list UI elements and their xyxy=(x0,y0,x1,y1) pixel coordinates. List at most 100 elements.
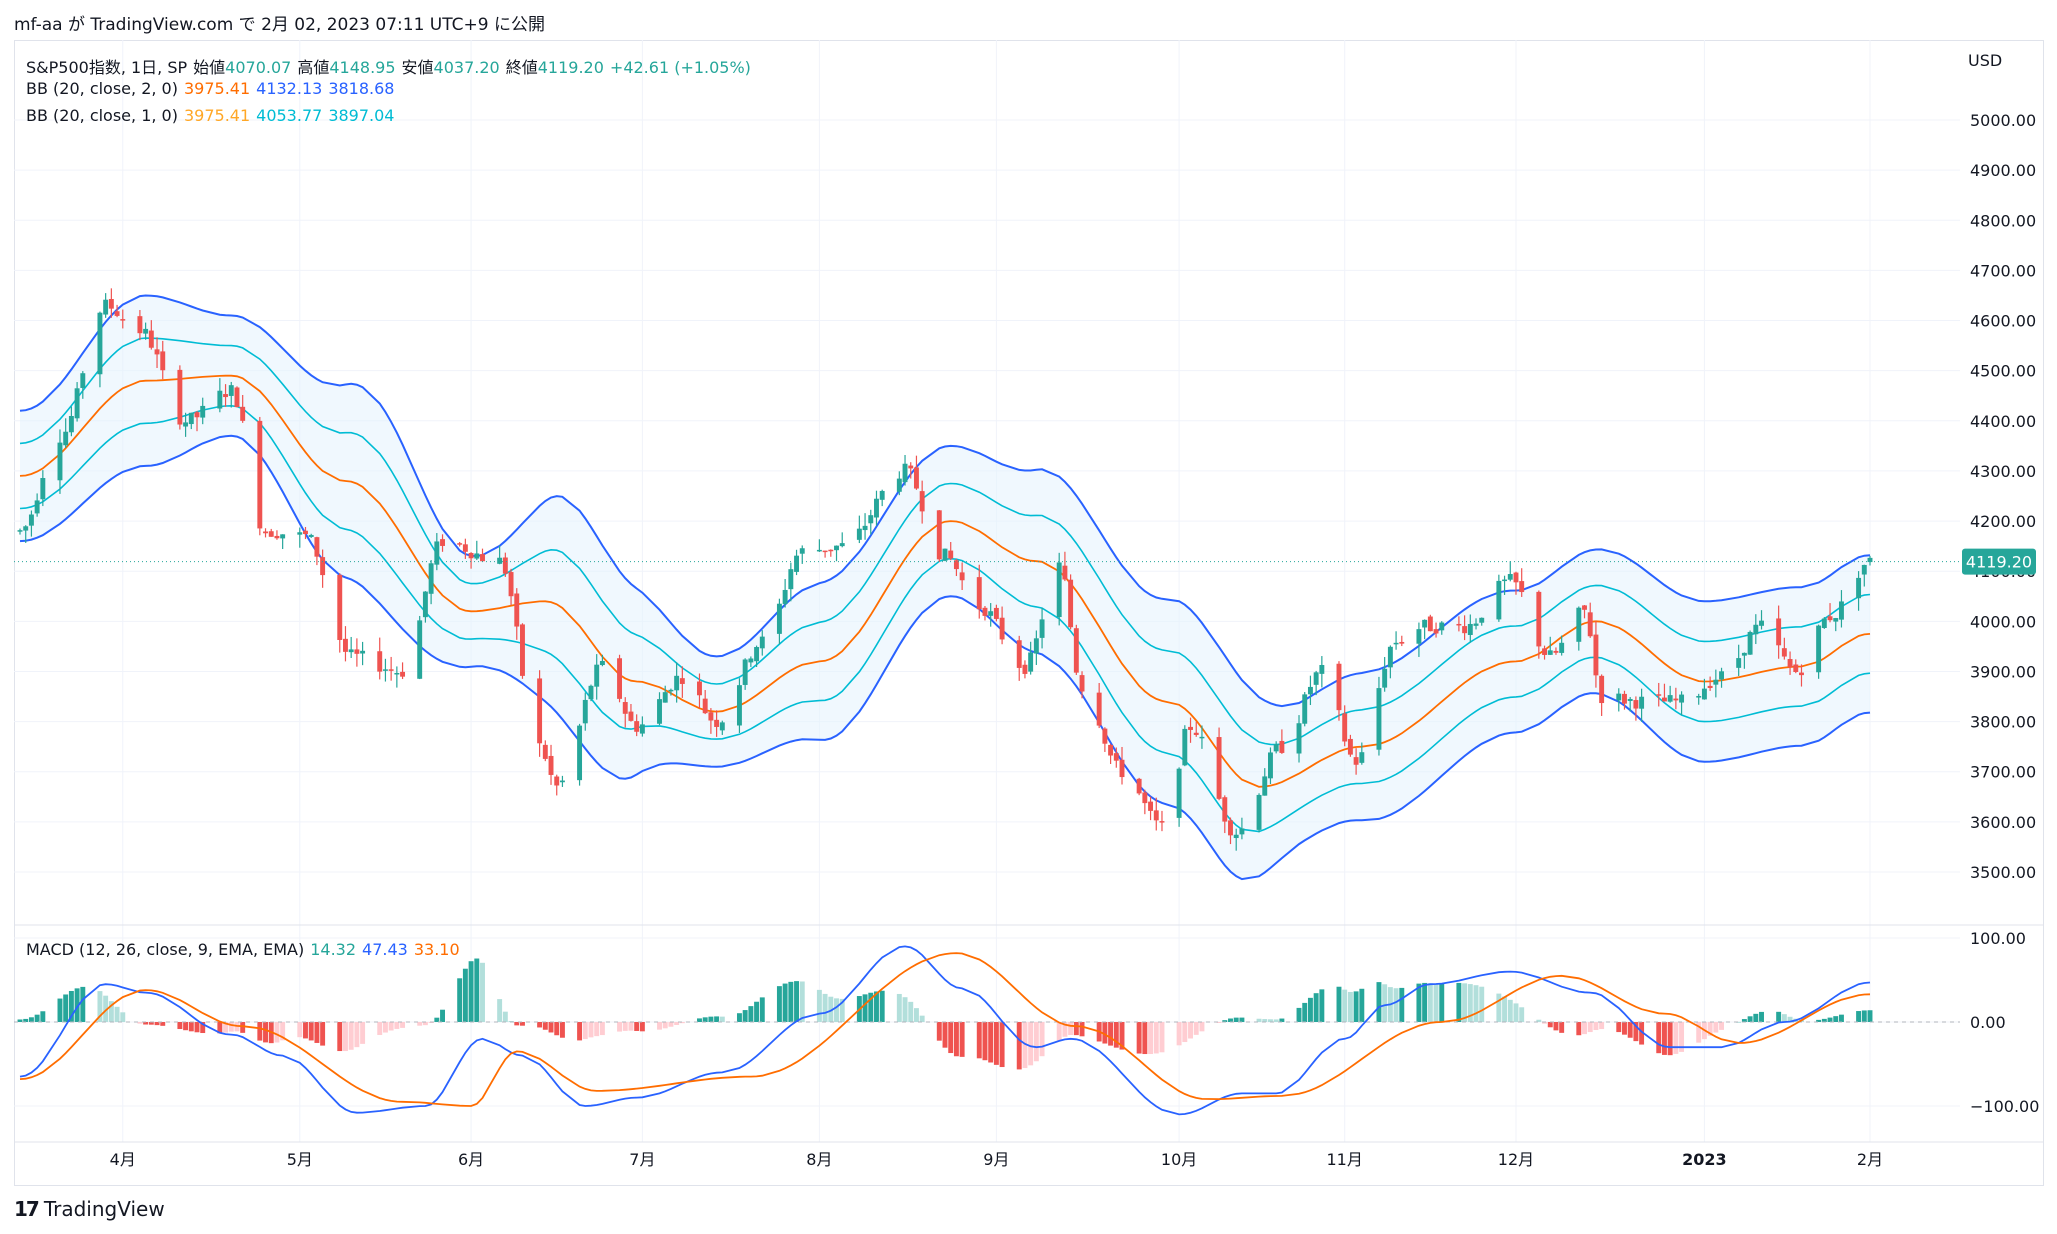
macd-histogram-bar xyxy=(1833,1016,1839,1022)
candle-body xyxy=(1867,557,1873,563)
candle-body xyxy=(1188,726,1193,730)
x-tick-label: 2月 xyxy=(1857,1150,1883,1169)
candle-body xyxy=(268,531,274,537)
macd-histogram-bar xyxy=(1273,1019,1279,1022)
macd-histogram-bar xyxy=(377,1022,383,1035)
x-tick-label: 7月 xyxy=(629,1150,655,1169)
candle-body xyxy=(497,557,503,564)
macd-histogram-bar xyxy=(959,1022,965,1057)
candle-body xyxy=(68,415,74,433)
candle-body xyxy=(634,721,640,732)
macd-histogram-bar xyxy=(742,1010,748,1022)
macd-histogram-bar xyxy=(1616,1022,1622,1033)
candle-body xyxy=(748,658,754,663)
macd-line xyxy=(19,945,1871,1116)
macd-histogram-bar xyxy=(839,998,845,1022)
tradingview-logo[interactable]: 17 TradingView xyxy=(14,1197,165,1221)
candle-body xyxy=(714,719,720,727)
macd-histogram-bar xyxy=(577,1022,583,1041)
macd-histogram-bar xyxy=(1028,1022,1034,1066)
candle-body xyxy=(662,692,668,703)
macd-histogram-bar xyxy=(508,1020,514,1022)
macd-histogram-bar xyxy=(1347,991,1353,1022)
candle-body xyxy=(108,298,114,309)
candle-body xyxy=(1439,622,1445,631)
y-tick-label: 4200.00 xyxy=(1970,512,2036,531)
macd-histogram-bar xyxy=(1639,1022,1645,1045)
macd-histogram-bar xyxy=(63,994,69,1022)
macd-histogram-bar xyxy=(537,1022,543,1028)
candle-body xyxy=(1582,605,1587,610)
candle-body xyxy=(537,678,543,744)
candle-body xyxy=(1273,744,1279,752)
y-tick-label: 5000.00 xyxy=(1970,111,2036,130)
macd-histogram-bar xyxy=(1759,1011,1764,1022)
macd-histogram-bar xyxy=(1268,1019,1273,1022)
macd-histogram-bar xyxy=(1199,1022,1205,1032)
macd-histogram-bar xyxy=(223,1022,229,1033)
candle-body xyxy=(1701,688,1707,700)
y-tick-label: 4400.00 xyxy=(1970,412,2036,431)
macd-histogram-bar xyxy=(634,1022,640,1031)
candle-body xyxy=(1199,736,1205,739)
macd-histogram-bar xyxy=(1679,1022,1685,1052)
candle-body xyxy=(394,672,400,675)
candle-body xyxy=(1268,752,1273,779)
legend-high-label: 高値 xyxy=(297,58,330,77)
candle-body xyxy=(1542,648,1547,655)
macd-histogram-bar xyxy=(497,999,503,1022)
macd-histogram-bar xyxy=(794,981,800,1022)
x-tick-label: 4月 xyxy=(110,1150,136,1169)
bb-basis xyxy=(19,374,1871,788)
candle-body xyxy=(828,549,834,552)
candle-body xyxy=(308,534,314,537)
candle-body xyxy=(188,412,194,425)
macd-histogram-bar xyxy=(188,1022,194,1032)
candle-body xyxy=(1713,679,1719,685)
candle-body xyxy=(434,541,440,565)
candle-body xyxy=(1028,652,1034,672)
candle-body xyxy=(1821,618,1827,629)
candle-body xyxy=(1359,752,1365,763)
macd-histogram-bar xyxy=(462,968,468,1022)
macd-histogram-bar xyxy=(1136,1022,1142,1054)
macd-histogram-bar xyxy=(1696,1022,1702,1043)
macd-histogram-bar xyxy=(434,1017,440,1022)
candle-body xyxy=(428,563,434,594)
macd-histogram-bar xyxy=(1502,996,1508,1022)
candle-body xyxy=(422,591,428,618)
candle-body xyxy=(1799,672,1804,676)
macd-histogram-bar xyxy=(1593,1022,1599,1031)
candle-body xyxy=(622,702,628,714)
candle-body xyxy=(856,528,862,540)
candle-body xyxy=(1838,601,1844,620)
macd-histogram-bar xyxy=(1193,1022,1199,1035)
macd-y-tick-label: 0.00 xyxy=(1970,1013,2006,1032)
legend-bb1-label: BB (20, close, 2, 0) xyxy=(26,79,178,98)
candle-body xyxy=(719,722,725,731)
macd-histogram-bar xyxy=(1856,1011,1862,1022)
candle-body xyxy=(1696,695,1702,698)
candle-body xyxy=(1473,623,1479,626)
candle-body xyxy=(223,394,229,398)
macd-histogram-bar xyxy=(1256,1018,1262,1022)
candle-body xyxy=(1108,744,1114,756)
macd-histogram-bar xyxy=(1279,1018,1285,1022)
macd-histogram-bar xyxy=(1827,1017,1833,1022)
last-price-label: 4119.20 xyxy=(1966,553,2032,572)
macd-histogram-bar xyxy=(719,1016,725,1022)
candle-body xyxy=(1062,565,1068,580)
candle-body xyxy=(708,712,714,721)
macd-histogram-bar xyxy=(1108,1022,1114,1046)
candle-body xyxy=(74,388,80,419)
candle-body xyxy=(1056,562,1062,618)
candle-body xyxy=(948,550,954,559)
candle-body xyxy=(993,607,999,619)
macd-histogram-bar xyxy=(782,983,788,1022)
candle-body xyxy=(120,319,126,321)
macd-histogram-bar xyxy=(1056,1022,1062,1041)
candlesticks xyxy=(17,288,1873,851)
macd-histogram-bar xyxy=(97,991,103,1022)
macd-histogram-bar xyxy=(936,1022,942,1041)
